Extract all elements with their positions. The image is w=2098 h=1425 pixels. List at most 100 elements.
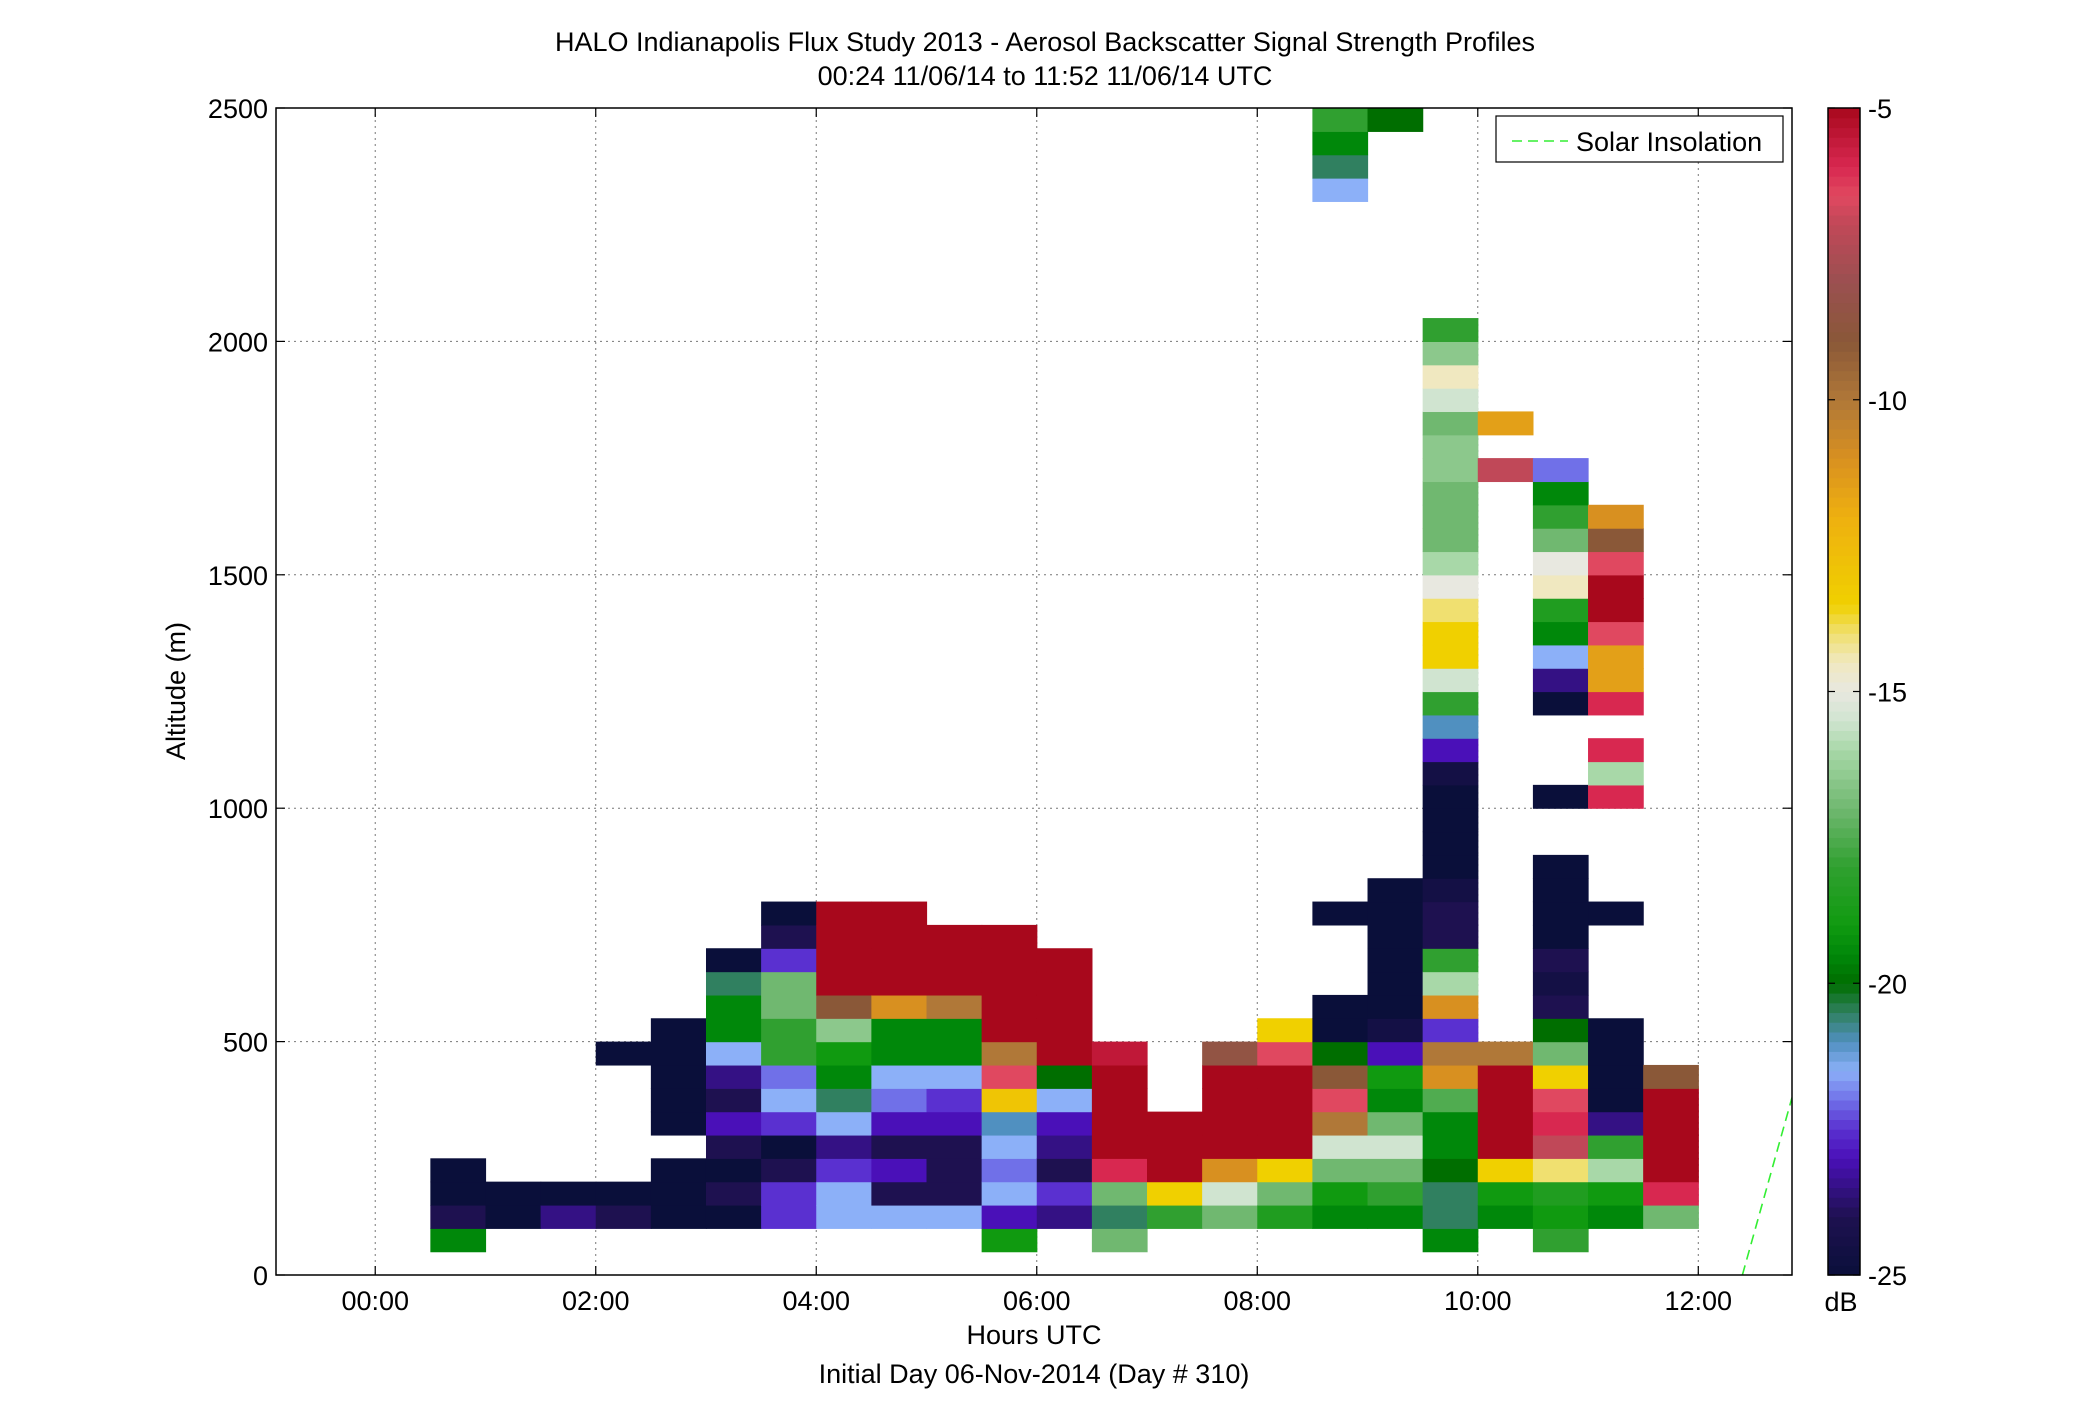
- heatmap-cell: [705, 971, 762, 996]
- heatmap-cell: [1257, 1041, 1313, 1066]
- colorbar-segment: [1828, 1206, 1860, 1218]
- heatmap-cell: [1036, 1204, 1093, 1229]
- heatmap-cell: [981, 1041, 1038, 1066]
- heatmap-cell: [1588, 901, 1644, 926]
- heatmap-cell: [1091, 1041, 1148, 1066]
- colorbar-segment: [1828, 1099, 1860, 1111]
- x-tick-label: 06:00: [1003, 1286, 1071, 1316]
- colorbar-segment: [1828, 1090, 1860, 1101]
- x-tick-label: 10:00: [1444, 1286, 1512, 1316]
- heatmap-cell: [1422, 761, 1479, 786]
- colorbar-segment: [1828, 565, 1860, 576]
- heatmap-cell: [1422, 971, 1479, 996]
- heatmap-cell: [1588, 504, 1644, 529]
- heatmap-cell: [1202, 1134, 1258, 1159]
- heatmap-cell: [761, 901, 817, 926]
- heatmap-cell: [1367, 1134, 1424, 1159]
- heatmap-cell: [485, 1204, 542, 1229]
- colorbar-segment: [1828, 837, 1860, 848]
- colorbar-segment: [1828, 283, 1860, 294]
- colorbar-segment: [1828, 1129, 1860, 1140]
- heatmap-cell: [1532, 1204, 1589, 1229]
- heatmap-cell: [705, 1181, 762, 1206]
- colorbar-segment: [1828, 487, 1860, 498]
- colorbar-segment: [1828, 1226, 1860, 1237]
- heatmap-cell: [1588, 1111, 1644, 1136]
- heatmap-cell: [1036, 1041, 1093, 1066]
- heatmap-cell: [1202, 1181, 1258, 1206]
- colorbar-segment: [1828, 973, 1860, 984]
- heatmap-cell: [1422, 878, 1479, 903]
- heatmap-cell: [1091, 1204, 1148, 1229]
- heatmap-cell: [650, 1181, 707, 1206]
- heatmap-cell: [1422, 994, 1479, 1019]
- heatmap-cell: [1312, 1181, 1369, 1206]
- heatmap-cell: [1202, 1111, 1258, 1136]
- colorbar-segment: [1828, 662, 1860, 673]
- heatmap-cell: [1422, 458, 1479, 483]
- colorbar-segment: [1828, 146, 1860, 158]
- heatmap-cell: [1422, 621, 1479, 646]
- heatmap-cell: [871, 1181, 928, 1206]
- colorbar-segment: [1828, 983, 1860, 994]
- heatmap-cell: [816, 1088, 872, 1113]
- heatmap-cell: [1422, 1158, 1479, 1183]
- colorbar-segment: [1828, 1051, 1860, 1062]
- x-tick-label: 04:00: [782, 1286, 850, 1316]
- heatmap-cell: [650, 1088, 707, 1113]
- heatmap-cell: [1588, 621, 1644, 646]
- heatmap-cell: [1422, 1041, 1479, 1066]
- colorbar-segment: [1828, 856, 1860, 868]
- heatmap-cell: [1532, 528, 1589, 553]
- heatmap-cell: [926, 924, 983, 949]
- heatmap-cell: [1643, 1158, 1699, 1183]
- heatmap-cell: [1422, 598, 1479, 623]
- heatmap-cell: [871, 1018, 928, 1043]
- heatmap-cell: [1532, 621, 1589, 646]
- heatmap-cell: [816, 1111, 872, 1136]
- colorbar-segment: [1828, 419, 1860, 430]
- colorbar-segment: [1828, 681, 1860, 693]
- heatmap-cell: [1532, 1181, 1589, 1206]
- heatmap-cell: [1367, 108, 1424, 132]
- heatmap-cell: [761, 1158, 817, 1183]
- heatmap-cell: [1312, 994, 1369, 1019]
- heatmap-cell: [540, 1181, 597, 1206]
- heatmap-cell: [1367, 948, 1424, 973]
- colorbar-segment: [1828, 380, 1860, 391]
- heatmap-cell: [1312, 108, 1369, 132]
- heatmap-cell: [761, 948, 817, 973]
- colorbar-segment: [1828, 370, 1860, 381]
- colorbar-segment: [1828, 574, 1860, 586]
- heatmap-cell: [1091, 1181, 1148, 1206]
- colorbar-segment: [1828, 477, 1860, 488]
- colorbar-segment: [1828, 817, 1860, 829]
- heatmap-cell: [1422, 434, 1479, 459]
- heatmap-cell: [871, 1134, 928, 1159]
- colorbar-segment: [1828, 244, 1860, 255]
- heatmap-cell: [1091, 1088, 1148, 1113]
- heatmap-cell: [1532, 784, 1589, 809]
- heatmap-cell: [1532, 1064, 1589, 1089]
- solar-insolation-series: [1741, 1097, 1792, 1275]
- colorbar-segment: [1828, 1119, 1860, 1130]
- heatmap-cell: [1367, 924, 1424, 949]
- colorbar-segment: [1828, 866, 1860, 877]
- x-tick-label: 00:00: [341, 1286, 409, 1316]
- heatmap-cell: [1477, 458, 1534, 483]
- heatmap-cell: [1422, 1134, 1479, 1159]
- heatmap-cell: [650, 1041, 707, 1066]
- heatmap-cell: [1532, 691, 1589, 716]
- colorbar-segment: [1828, 710, 1860, 722]
- heatmap-cell: [1532, 1158, 1589, 1183]
- colorbar-tick-label: -20: [1868, 969, 1907, 999]
- colorbar-segment: [1828, 1168, 1860, 1179]
- colorbar-segment: [1828, 779, 1860, 790]
- heatmap-cell: [1643, 1111, 1699, 1136]
- heatmap-cell: [1036, 1134, 1093, 1159]
- heatmap-cell: [1257, 1018, 1313, 1043]
- heatmap-cell: [1588, 1134, 1644, 1159]
- heatmap-cell: [705, 1111, 762, 1136]
- heatmap-cell: [1257, 1134, 1313, 1159]
